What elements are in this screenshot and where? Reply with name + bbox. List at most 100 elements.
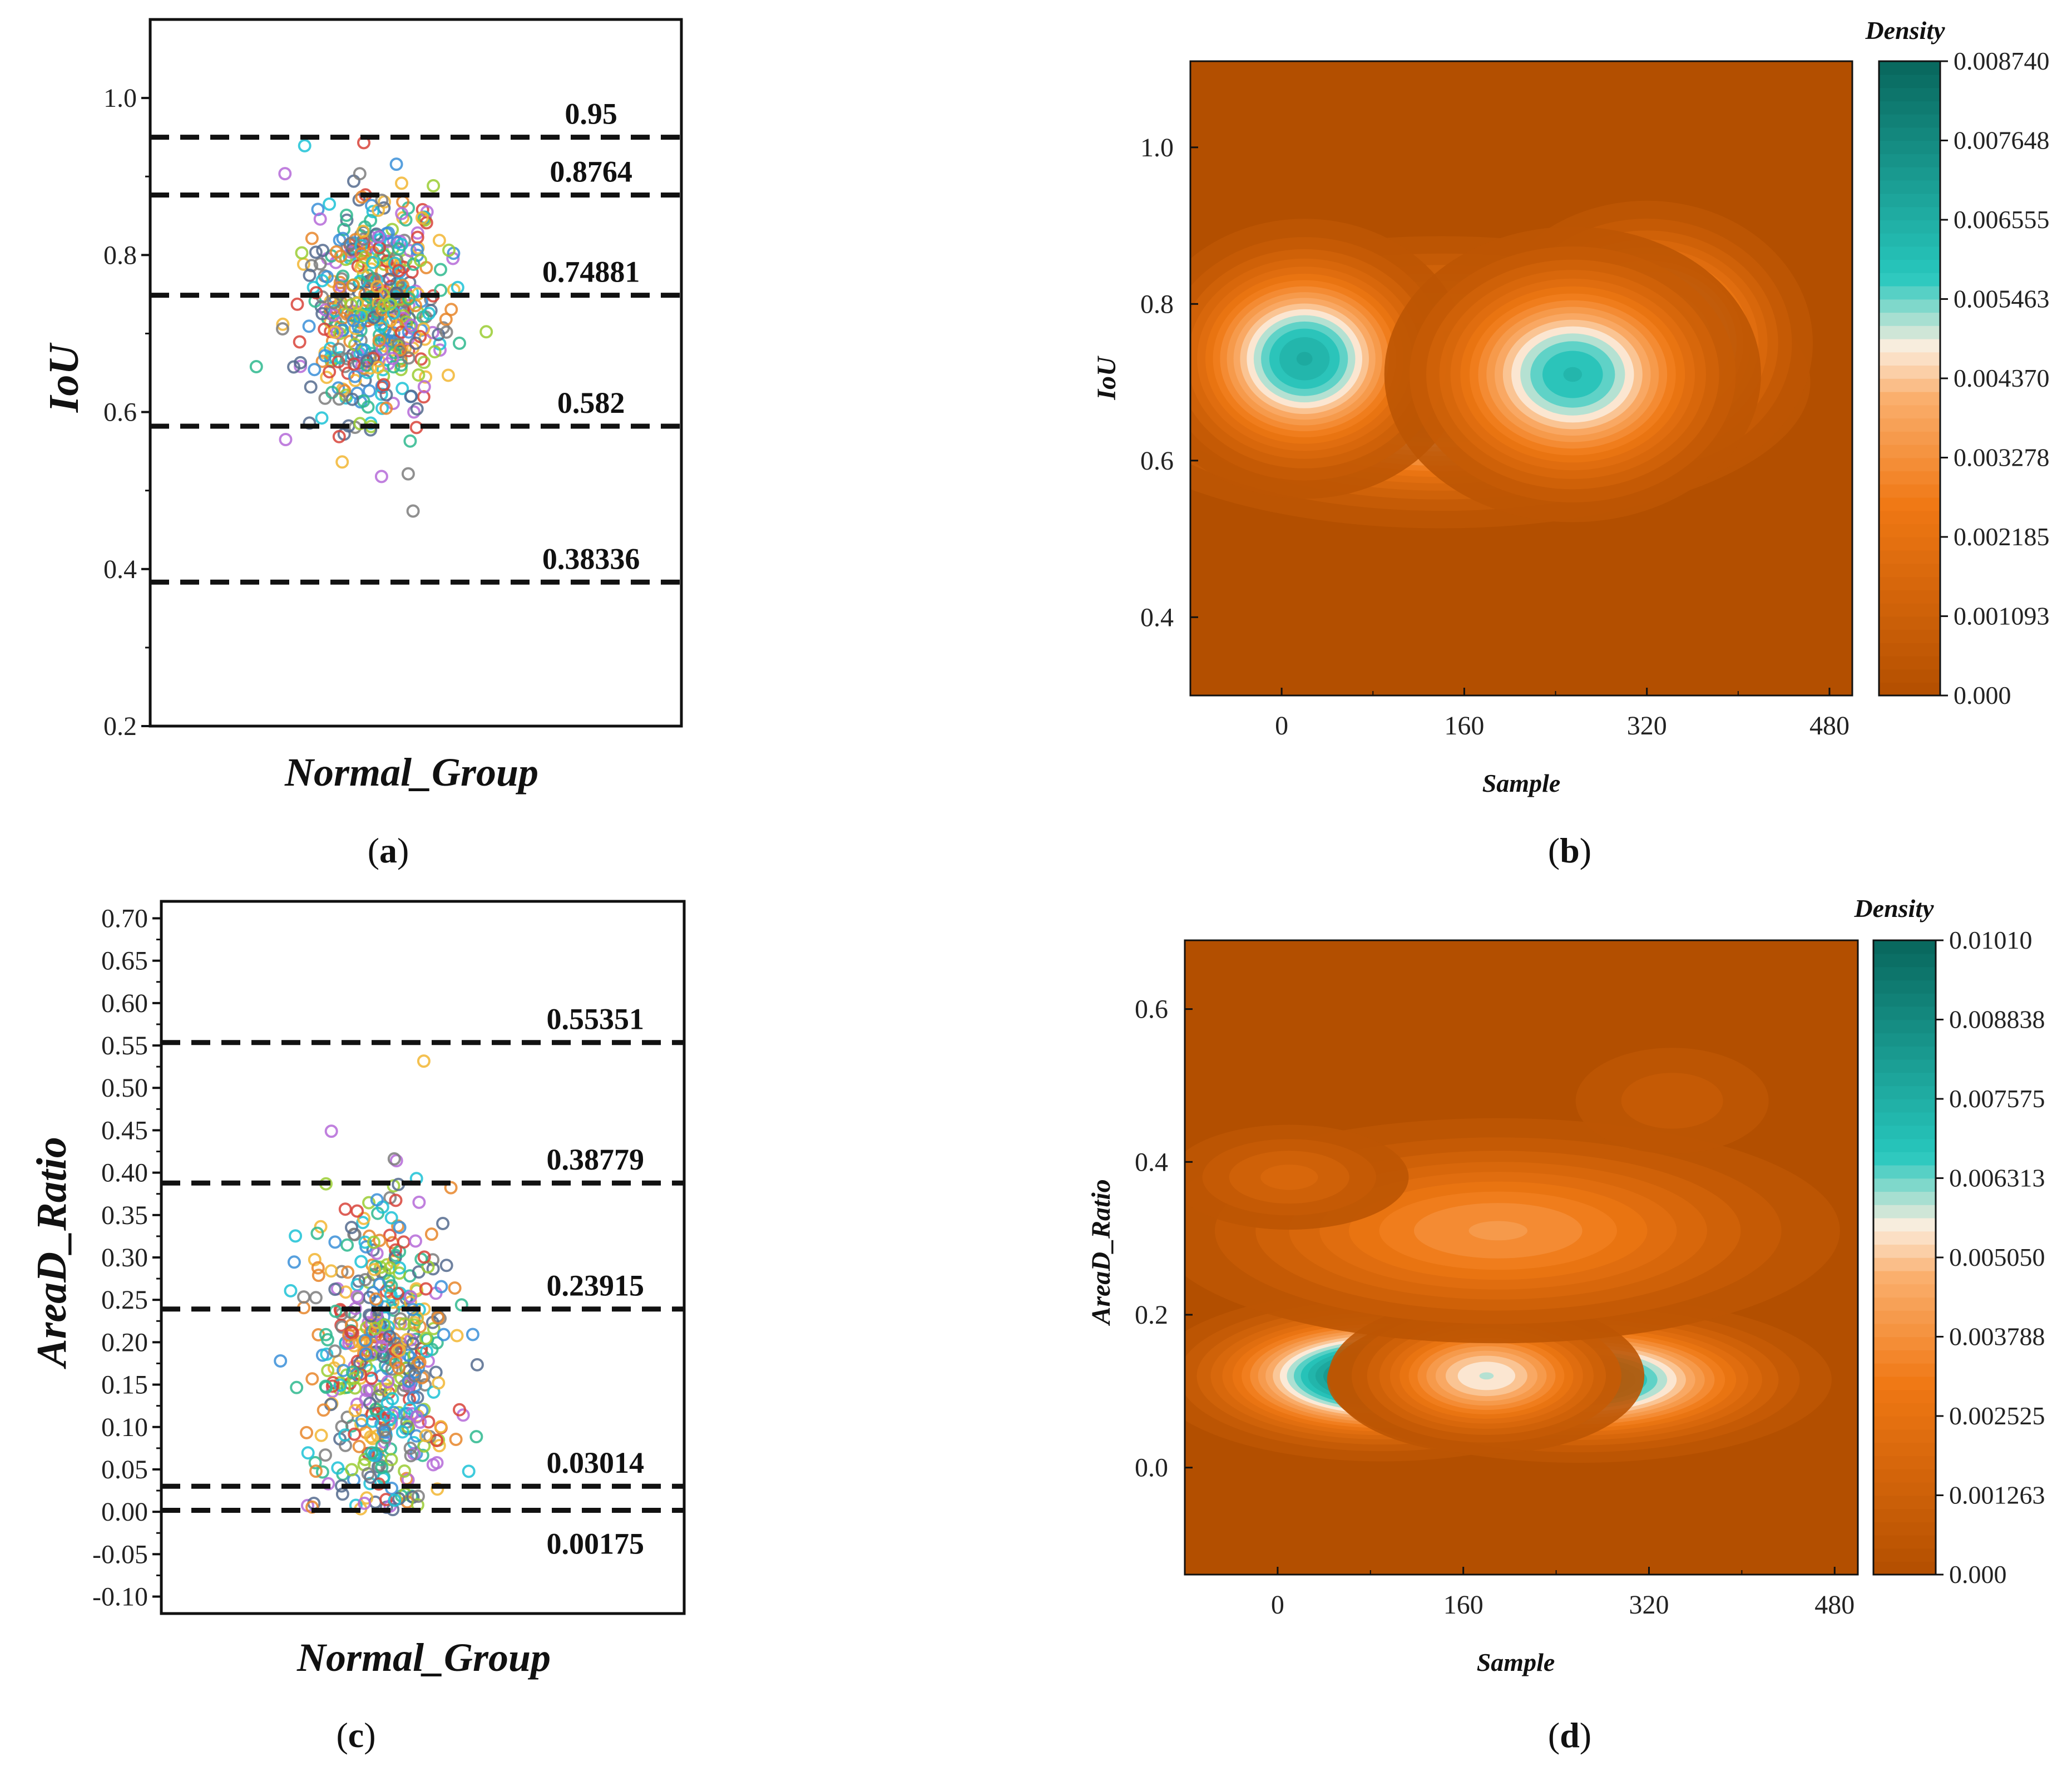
a-y-tick-label: 0.4 (103, 555, 137, 584)
c-data-point (404, 1449, 418, 1463)
c-data-point (320, 1347, 334, 1361)
c-data-point (300, 1425, 314, 1439)
c-data-point (301, 1446, 315, 1460)
d-colorbar-step (1873, 1522, 1936, 1536)
b-colorbar-step (1879, 206, 1940, 220)
panel-a-y-axis-label: IoU (41, 342, 87, 413)
c-y-tick-label: 0.15 (101, 1370, 148, 1400)
a-data-point (371, 361, 385, 374)
c-data-point (358, 1496, 372, 1510)
d-colorbar-step (1873, 1191, 1936, 1205)
b-colorbar-step (1879, 87, 1940, 102)
d-y-tick-label: 0.4 (1135, 1147, 1168, 1177)
a-data-point (328, 325, 342, 339)
c-y-tick-label: 0.50 (101, 1073, 148, 1103)
d-x-tick-label: 480 (1814, 1590, 1855, 1620)
a-data-point (313, 212, 327, 226)
b-colorbar-step (1879, 378, 1940, 392)
d-colorbar-step (1873, 1416, 1936, 1430)
a-data-point (377, 299, 391, 312)
panel-b-density-contours (1190, 200, 1813, 529)
c-data-point (348, 1381, 362, 1395)
d-colorbar-step (1873, 1376, 1936, 1390)
c-data-point (392, 1344, 406, 1358)
a-data-point (395, 206, 409, 220)
d-colorbar-step (1873, 1363, 1936, 1377)
a-data-point (339, 208, 353, 222)
c-y-tick-label: 0.25 (101, 1285, 148, 1315)
d-colorbar-step (1873, 1138, 1936, 1152)
c-data-point (319, 1448, 332, 1462)
panel-c-y-ticks: -0.10 -0.05 0.00 0.05 0.10 0.15 0.20 0.25 0.30 0.… (92, 904, 161, 1612)
c-data-point (365, 1446, 379, 1460)
b-colorbar-step (1879, 193, 1940, 208)
b-colorbar-step (1879, 590, 1940, 604)
a-data-point (293, 335, 306, 349)
panel-c-scatter: 0.55351 0.38779 0.23915 0.03014 0.00175 -0.1… (28, 900, 686, 1755)
b-colorbar-tick-label: 0.005463 (1954, 284, 2050, 313)
c-data-point (335, 1420, 349, 1434)
panel-d-plot-frame (1184, 939, 1859, 1576)
c-data-point (370, 1193, 384, 1207)
panel-c-reference-lines: 0.55351 0.38779 0.23915 0.03014 0.00175 (161, 1003, 684, 1560)
panel-b-colorbar-title: Density (1865, 16, 1945, 45)
b-colorbar-step (1879, 484, 1940, 498)
d-colorbar-step (1873, 1205, 1936, 1218)
c-data-point (466, 1328, 479, 1341)
b-colorbar-step (1879, 524, 1940, 537)
c-data-point (448, 1281, 462, 1295)
a-data-point (332, 430, 346, 443)
a-data-point (403, 434, 417, 448)
c-data-point (436, 1217, 450, 1230)
b-colorbar-step (1879, 629, 1940, 643)
a-data-point (367, 310, 381, 324)
b-colorbar-step (1879, 404, 1940, 419)
panel-c-caption: (c) (336, 1715, 375, 1755)
c-data-point (411, 1390, 424, 1404)
c-data-point (381, 1375, 395, 1389)
c-data-point (392, 1361, 406, 1375)
c-data-point (344, 1325, 358, 1339)
a-data-point (315, 274, 329, 288)
a-data-point (394, 358, 408, 372)
c-data-point (363, 1397, 377, 1410)
b-colorbar-step (1879, 325, 1940, 339)
panel-d-x-axis-label: Sample (1477, 1648, 1555, 1676)
b-colorbar-step (1879, 655, 1940, 670)
a-y-tick-label: 0.6 (103, 398, 137, 427)
b-colorbar-step (1879, 273, 1940, 287)
a-data-point (406, 504, 420, 518)
c-data-point (383, 1229, 397, 1242)
a-data-point (298, 139, 311, 152)
b-colorbar-step (1879, 167, 1940, 181)
c-data-point (348, 1427, 362, 1441)
b-colorbar-step (1879, 391, 1940, 406)
d-colorbar-step (1873, 1217, 1936, 1232)
a-y-tick-label: 1.0 (103, 83, 137, 113)
d-colorbar-step (1873, 1495, 1936, 1509)
a-data-point (439, 325, 453, 339)
c-reference-label: 0.38779 (546, 1143, 644, 1176)
c-data-point (297, 1290, 311, 1304)
c-data-point (377, 1318, 391, 1332)
c-data-point (360, 1384, 374, 1398)
a-data-point (384, 313, 398, 327)
panel-c-y-axis-label: AreaD_Ratio (28, 1137, 75, 1369)
b-colorbar-step (1879, 510, 1940, 525)
a-data-point (373, 328, 386, 342)
a-data-point (309, 245, 323, 259)
panel-b-y-axis-label: IoU (1092, 356, 1121, 401)
c-data-point (419, 1331, 433, 1345)
panel-c-x-axis-label: Normal_Group (296, 1635, 551, 1680)
a-data-point (432, 234, 446, 248)
panel-b-axes: 0 160 320 480 0.4 0.6 0.8 1.0 (1140, 133, 1850, 741)
a-data-point (372, 334, 386, 347)
a-data-point (410, 402, 424, 416)
a-data-point (414, 254, 427, 267)
a-data-point (287, 360, 301, 374)
c-data-point (388, 1493, 402, 1507)
panel-d-heatmap: 0 160 320 480 0.0 0.2 0.4 0.6 AreaD_Ratio Sampl… (1086, 894, 2045, 1755)
d-x-tick-label: 160 (1443, 1590, 1483, 1620)
